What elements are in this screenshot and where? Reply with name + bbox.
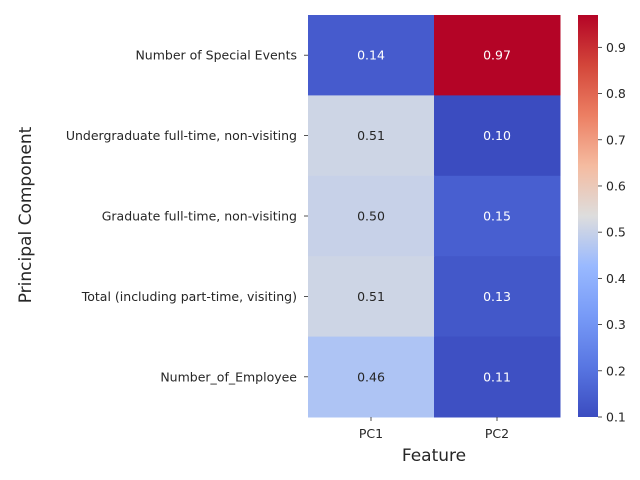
colorbar: 0.1 0.2 0.3 0.4 0.5 0.6 0.7 0.8 0.9 <box>578 15 626 425</box>
row-tick-label: Undergraduate full-time, non-visiting <box>66 128 297 143</box>
colorbar-tick-label: 0.4 <box>606 271 626 286</box>
heatmap-cells: 0.14 0.97 0.51 0.10 0.50 0.15 0.51 0.13 0.46 0.11 <box>308 15 561 418</box>
heatmap-cell <box>308 95 435 177</box>
cell-value-label: 0.10 <box>483 128 511 143</box>
heatmap-cell <box>308 15 435 96</box>
colorbar-tick-label: 0.3 <box>606 317 626 332</box>
column-tick-label: PC2 <box>485 426 509 441</box>
colorbar-tick-label: 0.5 <box>606 225 626 240</box>
y-axis-title: Principal Component <box>16 126 36 303</box>
heatmap-cell <box>308 175 435 257</box>
x-axis-title: Feature <box>402 446 466 466</box>
row-tick-label: Total (including part-time, visiting) <box>81 289 297 304</box>
colorbar-gradient <box>578 15 598 417</box>
colorbar-tick-label: 0.6 <box>606 178 626 193</box>
row-tick-labels: Number of Special Events Undergraduate fu… <box>66 48 308 384</box>
colorbar-tick-label: 0.8 <box>606 86 626 101</box>
cell-value-label: 0.11 <box>483 369 511 384</box>
heatmap-cell <box>434 95 561 177</box>
column-tick-labels: PC1 PC2 <box>359 417 509 441</box>
heatmap-cell <box>308 256 435 338</box>
row-tick-label: Number_of_Employee <box>160 369 297 384</box>
cell-value-label: 0.46 <box>357 369 385 384</box>
heatmap-cell <box>434 175 561 257</box>
colorbar-tick-label: 0.1 <box>606 410 626 425</box>
colorbar-tick-label: 0.7 <box>606 132 626 147</box>
cell-value-label: 0.15 <box>483 209 511 224</box>
cell-value-label: 0.14 <box>357 48 385 63</box>
cell-value-label: 0.97 <box>483 48 511 63</box>
column-tick-label: PC1 <box>359 426 383 441</box>
heatmap-cell <box>434 256 561 338</box>
colorbar-tick-label: 0.2 <box>606 363 626 378</box>
row-tick-label: Graduate full-time, non-visiting <box>102 209 297 224</box>
heatmap-cell <box>434 15 561 96</box>
cell-value-label: 0.50 <box>357 209 385 224</box>
cell-value-label: 0.51 <box>357 289 385 304</box>
cell-value-label: 0.13 <box>483 289 511 304</box>
heatmap-cell <box>308 336 435 418</box>
row-tick-label: Number of Special Events <box>135 48 297 63</box>
cell-value-label: 0.51 <box>357 128 385 143</box>
colorbar-tick-label: 0.9 <box>606 40 626 55</box>
heatmap-cell <box>434 336 561 418</box>
